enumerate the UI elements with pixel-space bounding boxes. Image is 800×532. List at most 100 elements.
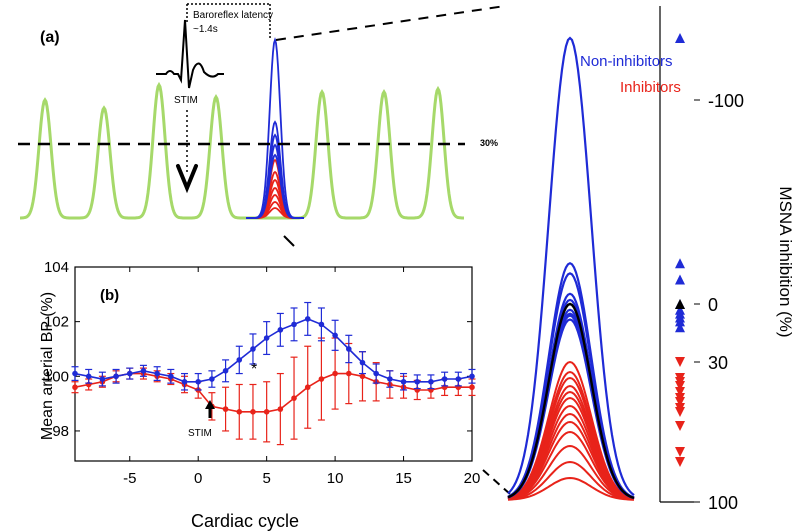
x-tick-label: 15 [395, 470, 412, 487]
inhibitor-marker [675, 357, 685, 367]
y-tick-label: 102 [44, 314, 69, 331]
data-point [291, 395, 297, 401]
legend-inhibitors: Inhibitors [620, 79, 681, 96]
non-inhibitor-curve [507, 36, 635, 496]
series [71, 301, 476, 391]
inhibitor-curve [507, 444, 635, 501]
stim-arrow-icon [205, 400, 215, 409]
data-point [181, 378, 188, 385]
data-point [99, 376, 106, 382]
data-point [441, 376, 448, 382]
inhibitor-marker [675, 387, 685, 397]
x-tick-label: -5 [123, 470, 136, 487]
data-point [126, 370, 133, 377]
data-point [72, 384, 78, 391]
axis-ticks: -5 0 5 10 15 20 98 100 102 104 [44, 259, 480, 487]
data-point [469, 373, 475, 380]
series-line [74, 318, 473, 383]
inhibitor-curve [507, 430, 635, 501]
data-point [414, 378, 421, 385]
non-inhibitor-marker [675, 33, 685, 43]
pulse-train [20, 81, 464, 220]
data-point [455, 376, 462, 382]
data-point [318, 376, 325, 382]
panel-a-label: (a) [40, 29, 60, 46]
latency-text-1: Baroreflex latency [193, 10, 273, 21]
c-tick-label: 100 [708, 493, 738, 513]
inhibitor-marker [675, 447, 685, 457]
c-axis-ticks: -100 0 30 100 [694, 91, 744, 513]
data-point [345, 370, 352, 377]
data-point [387, 376, 393, 382]
inhibitor-marker [675, 457, 685, 467]
data-point [113, 373, 119, 380]
data-point [469, 384, 475, 391]
non-inhibitor-pulse [246, 37, 304, 219]
data-point [400, 378, 407, 385]
inhibitor-pulse [246, 194, 304, 219]
c-axis-label: MSNA inhibition (%) [776, 186, 795, 337]
data-point [168, 373, 174, 380]
c-tick-label: 0 [708, 295, 718, 315]
inhibitor-marker [675, 381, 685, 391]
data-point [209, 376, 215, 382]
inhibitor-curve [507, 460, 635, 501]
y-tick-label: 98 [52, 423, 69, 440]
reference-curve [507, 302, 635, 500]
y-axis-label: Mean arterial BP (%) [39, 292, 56, 440]
inhibitor-pulse [246, 201, 304, 219]
data-point [332, 370, 338, 377]
data-point [236, 357, 243, 363]
data-point [236, 409, 243, 415]
inhibitor-marker [675, 397, 685, 407]
data-point [359, 373, 366, 380]
non-inhibitor-marker [675, 316, 685, 327]
legend-non-inhibitors: Non-inhibitors [580, 53, 673, 70]
series-line [74, 372, 472, 413]
stim-label-a: STIM [174, 95, 198, 106]
down-arrow-icon [176, 164, 198, 194]
non-inhibitor-pulse [246, 153, 304, 219]
data-point [277, 406, 284, 412]
data-point [140, 368, 147, 374]
non-inhibitor-pulses [246, 37, 304, 219]
zoom-connector-tick [283, 235, 295, 247]
inhibitor-pulse [246, 186, 304, 219]
data-point [85, 373, 92, 380]
series-group [71, 301, 476, 446]
data-point [428, 378, 434, 385]
ecg-trace [156, 19, 224, 89]
inhibitor-marker [675, 407, 685, 417]
data-point [332, 332, 338, 339]
panel-a: (a) 30% STIM Baroreflex latency ~1.4s [18, 3, 511, 495]
data-point [154, 370, 160, 377]
data-point [263, 335, 270, 341]
x-tick-label: 0 [194, 470, 202, 487]
panel-b-label: (b) [100, 287, 119, 304]
panel-c: -100 0 30 100 MSNA inhibition (%) Non-inhib… [507, 6, 795, 513]
c-tick-label: 30 [708, 353, 728, 373]
marker-column [675, 33, 685, 467]
y-tick-label: 104 [44, 259, 69, 276]
significance-asterisk: * [251, 361, 257, 378]
data-point [304, 316, 311, 322]
data-point [304, 384, 311, 391]
data-point [250, 346, 256, 352]
non-inhibitor-marker [675, 322, 685, 333]
plot-frame [74, 266, 473, 462]
stim-label-b: STIM [188, 428, 212, 439]
x-axis-label: Cardiac cycle [191, 511, 299, 531]
inhibitor-pulse [246, 178, 304, 219]
non-inhibitor-marker [675, 274, 685, 285]
data-point [72, 370, 78, 377]
zoom-connector-top [275, 5, 506, 41]
latency-text-2: ~1.4s [193, 24, 218, 35]
data-point [195, 378, 202, 385]
inhibitor-pulses [246, 158, 304, 219]
data-point [277, 327, 284, 333]
data-point [318, 321, 325, 328]
x-tick-label: 10 [327, 470, 344, 487]
inhibitor-marker [675, 421, 685, 431]
threshold-label: 30% [480, 138, 498, 148]
